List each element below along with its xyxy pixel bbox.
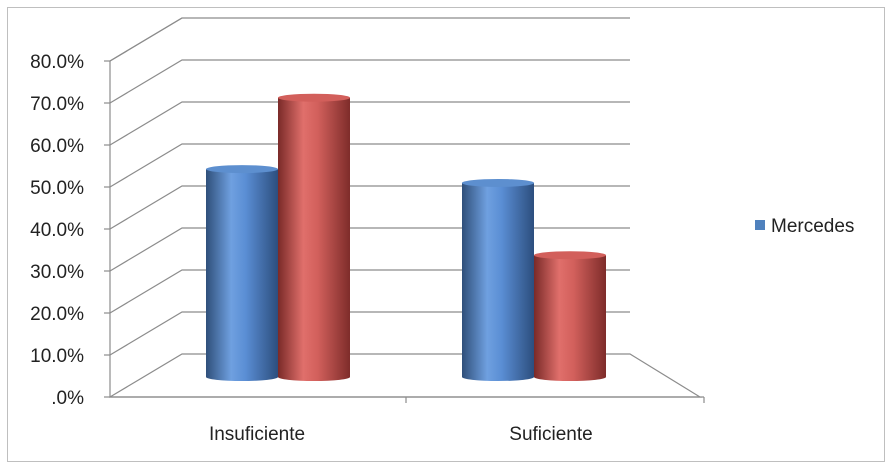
chart-area: [7, 7, 885, 462]
y-tick-label: 60.0%: [30, 136, 84, 157]
y-tick-label: 80.0%: [30, 52, 84, 73]
bar-insuficiente-series-1: [206, 165, 278, 381]
bar-suficiente-series-2: [534, 251, 606, 381]
gridline: [109, 59, 630, 104]
bar-suficiente-series-1: [462, 178, 534, 381]
y-tick-label: 20.0%: [30, 304, 84, 325]
bar-insuficiente-series-2: [278, 93, 350, 381]
y-axis-ticks: .0% 10.0% 20.0% 30.0% 40.0% 50.0% 60.0% 70.0% 80…: [30, 52, 110, 409]
gridline: [109, 101, 630, 146]
legend-swatch-mercedes: [755, 220, 765, 230]
gridline: [109, 143, 630, 188]
x-label-suficiente: Suficiente: [509, 424, 592, 445]
gridline: [109, 185, 630, 230]
x-axis-labels: Insuficiente Suficiente: [209, 424, 593, 445]
y-tick-label: 70.0%: [30, 94, 84, 115]
y-tick-label: 30.0%: [30, 262, 84, 283]
x-label-insuficiente: Insuficiente: [209, 424, 305, 445]
gridline: [109, 17, 630, 62]
chart-floor-and-wall: [109, 17, 703, 399]
y-tick-label: .0%: [51, 388, 84, 409]
y-tick-label: 10.0%: [30, 346, 84, 367]
y-tick-label: 50.0%: [30, 178, 84, 199]
legend: Mercedes: [755, 216, 854, 237]
y-tick-label: 40.0%: [30, 220, 84, 241]
bars: [206, 93, 606, 381]
chart-walls: [109, 17, 705, 403]
legend-label-mercedes: Mercedes: [771, 216, 854, 237]
